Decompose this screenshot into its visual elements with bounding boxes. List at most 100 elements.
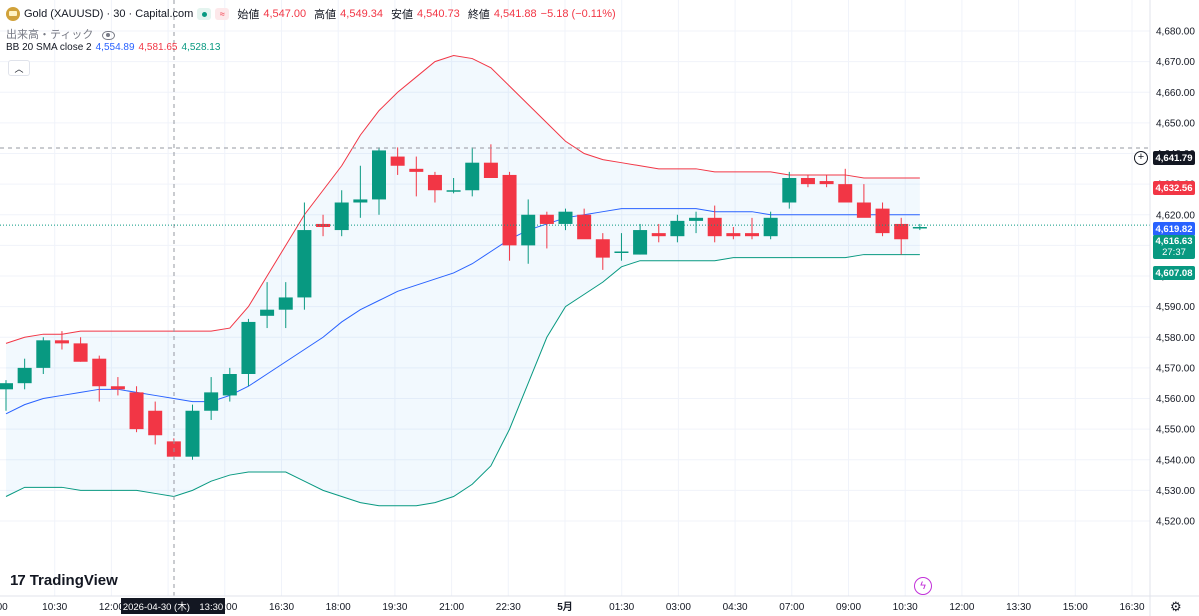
candle — [241, 318, 256, 387]
low-value: 4,540.73 — [416, 8, 460, 20]
collapse-legend-button[interactable]: ︿ — [8, 60, 30, 76]
candle — [539, 211, 554, 249]
volume-label[interactable]: 出来高・ティック — [6, 29, 94, 41]
time-tick-label: 10:30 — [42, 602, 67, 613]
crosshair-time-tag: 2026-04-30 (木) 13:30 — [121, 598, 225, 614]
candle — [670, 214, 685, 243]
bb-basis-value: 4,554.89 — [95, 42, 135, 53]
candle-body — [689, 217, 704, 221]
candle-body — [651, 233, 666, 237]
symbol-legend: Gold (XAUUSD) · 30 · Capital.com ≈ 始値 4,5… — [6, 6, 616, 22]
price-tick-label: 4,520.00 — [1156, 517, 1195, 528]
price-tick-label: 4,670.00 — [1156, 57, 1195, 68]
candle-body — [745, 233, 759, 237]
time-tick-label: 01:30 — [609, 602, 634, 613]
last-price-value: 4,616.63 — [1155, 236, 1193, 247]
candle — [465, 147, 480, 197]
high-value: 4,549.34 — [340, 8, 383, 20]
candle-body — [148, 410, 163, 436]
price-tick-label: 4,580.00 — [1156, 333, 1195, 344]
price-tick-label: 4,550.00 — [1156, 425, 1195, 436]
candle — [129, 386, 144, 433]
candle — [185, 404, 200, 460]
candle-body — [707, 217, 722, 237]
candle — [800, 174, 815, 188]
candle — [483, 144, 498, 178]
candle-body — [129, 392, 144, 430]
candle — [819, 174, 834, 188]
volume-legend[interactable]: 出来高・ティック — [6, 26, 116, 42]
close-label: 終値 — [467, 9, 490, 21]
candle — [614, 233, 629, 261]
candle — [782, 171, 797, 209]
eye-icon[interactable] — [102, 30, 116, 40]
candle-body — [558, 211, 573, 224]
candle — [148, 401, 163, 445]
candle-body — [390, 156, 405, 166]
time-tick-label: 10:30 — [893, 602, 918, 613]
candle-body — [782, 178, 797, 203]
candle — [73, 337, 88, 362]
time-tick-label: 18:00 — [326, 602, 351, 613]
candle — [316, 214, 331, 237]
gear-icon[interactable]: ⚙ — [1170, 599, 1182, 614]
symbol-title[interactable]: Gold (XAUUSD) · 30 · Capital.com — [24, 8, 194, 20]
candle — [689, 211, 704, 234]
candle — [372, 147, 386, 215]
indicator-name[interactable]: BB 20 SMA close 2 — [6, 42, 92, 53]
candle-body — [670, 220, 685, 237]
candle-body — [595, 239, 610, 258]
bar-countdown: 27:37 — [1162, 247, 1186, 258]
bb-basis-line — [5, 208, 920, 415]
close-value: 4,541.88 — [493, 8, 537, 20]
time-tick-label: 07:00 — [779, 602, 804, 613]
indicator-legend[interactable]: BB 20 SMA close 2 4,554.89 4,581.65 4,52… — [6, 42, 220, 53]
candle-body — [465, 162, 480, 191]
lightning-icon[interactable]: ϟ — [914, 577, 932, 595]
time-tick-label: 04:30 — [723, 602, 748, 613]
candle — [912, 223, 927, 231]
open-value: 4,547.00 — [263, 8, 307, 20]
candle — [92, 355, 107, 402]
candle — [390, 147, 405, 175]
tradingview-logo[interactable]: 17 TradingView — [10, 572, 118, 589]
candle — [595, 233, 610, 270]
basis-price-tag: 4,619.82 — [1153, 222, 1195, 236]
candle — [260, 282, 275, 329]
candle-body — [483, 162, 498, 178]
candle-body — [204, 392, 219, 411]
candle — [446, 178, 461, 194]
candle-body — [763, 217, 778, 237]
candle — [558, 208, 573, 231]
candle-body — [353, 199, 368, 203]
bb-lower-line — [5, 254, 920, 507]
candle — [278, 282, 293, 329]
data-status-icon[interactable]: ≈ — [215, 8, 230, 20]
price-tick-label: 4,530.00 — [1156, 486, 1195, 497]
candle — [707, 205, 722, 243]
candle — [838, 168, 853, 203]
candle-body — [372, 150, 386, 200]
price-tick-label: 4,570.00 — [1156, 363, 1195, 374]
candle — [110, 377, 125, 396]
time-tick-label: 15:00 — [1063, 602, 1088, 613]
candle — [0, 380, 13, 411]
time-tick-label: 16:30 — [269, 602, 294, 613]
candle — [894, 217, 909, 255]
time-tick-label: 5月 — [557, 601, 573, 613]
price-tick-label: 4,650.00 — [1156, 118, 1195, 129]
candle-body — [110, 386, 125, 390]
candle-body — [633, 230, 648, 255]
candle-body — [54, 340, 69, 344]
market-open-icon[interactable] — [197, 8, 212, 20]
price-tick-label: 4,680.00 — [1156, 27, 1195, 38]
candle-body — [316, 223, 331, 227]
candle-body — [334, 202, 349, 231]
plus-icon[interactable]: + — [1134, 151, 1148, 165]
candle — [353, 165, 368, 218]
chart-grid — [0, 0, 1150, 596]
price-tick-label: 4,620.00 — [1156, 210, 1195, 221]
candle-body — [17, 367, 32, 384]
